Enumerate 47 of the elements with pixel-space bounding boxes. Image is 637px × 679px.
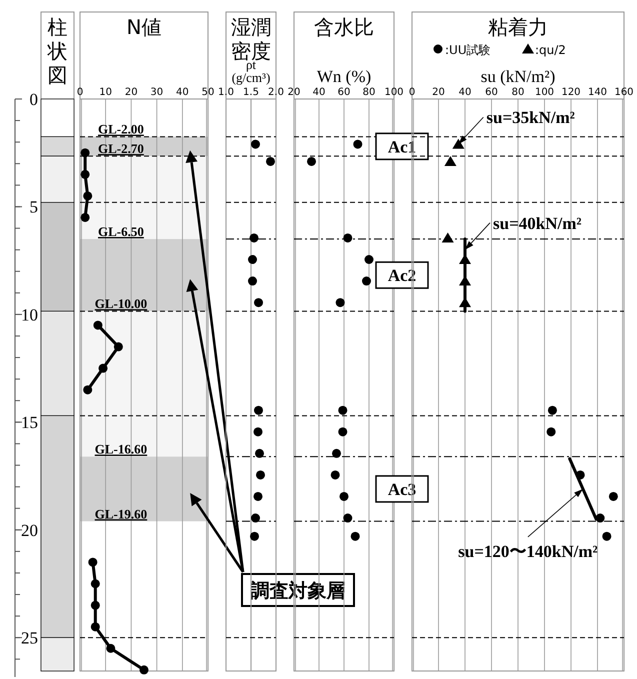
annotation: GL-6.50 [98, 224, 144, 240]
x-tick-label: 80 [362, 87, 376, 98]
x-axis-title: su (kN/m²) [480, 67, 556, 86]
x-tick-label: 0 [408, 87, 416, 98]
x-tick-label: 120 [561, 87, 581, 98]
chart-title: N値 [126, 15, 162, 39]
annotation: su=40kN/m² [493, 214, 582, 233]
y-tick-label: 15 [21, 413, 38, 432]
x-tick-label: 50 [202, 87, 214, 98]
x-tick-label: 40 [458, 87, 472, 98]
chart-title: 含水比 [314, 15, 374, 39]
x-tick-label: 20 [432, 87, 445, 98]
x-tick-label: 160 [614, 87, 634, 98]
annotation: GL-19.60 [94, 506, 148, 522]
annotation: GL-10.00 [94, 296, 148, 312]
legend-label: :UU試験 [445, 43, 491, 57]
y-tick-label: 25 [21, 628, 38, 648]
x-axis-title: Wn (%) [316, 67, 372, 86]
x-tick-label: 1.0 [218, 87, 234, 98]
x-tick-label: 100 [384, 87, 404, 98]
annotation: su=35kN/m² [486, 108, 575, 128]
y-tick-label: 5 [30, 198, 38, 217]
x-tick-label: 0 [76, 87, 84, 98]
x-tick-label: 1.5 [243, 87, 259, 98]
chart-title: 粘着力 [488, 15, 548, 39]
x-tick-label: 40 [176, 87, 189, 98]
x-tick-label: 40 [312, 87, 326, 98]
x-tick-label: 30 [150, 87, 164, 98]
x-tick-label: 20 [124, 87, 138, 98]
annotation: GL-16.60 [94, 442, 148, 457]
annotation: Ac2 [388, 266, 416, 286]
annotation: GL-2.70 [98, 141, 144, 156]
annotation: GL-2.00 [98, 122, 144, 137]
text: 柱状図 [46, 15, 68, 87]
y-tick-label: 10 [21, 305, 38, 324]
x-tick-label: 20 [288, 87, 300, 98]
x-tick-label: 80 [512, 87, 524, 98]
x-tick-label: 140 [588, 87, 608, 98]
x-tick-label: 60 [485, 87, 498, 98]
y-tick-label: 20 [21, 520, 38, 540]
x-tick-label: 10 [99, 87, 112, 98]
annotation: su=120〜140kN/m² [458, 542, 598, 561]
x-tick-label: 2.0 [268, 87, 284, 98]
x-tick-label: 100 [534, 87, 554, 98]
legend-label: :qu/2 [535, 43, 566, 57]
x-tick-label: 60 [338, 87, 350, 98]
annotation: Ac3 [388, 480, 416, 499]
